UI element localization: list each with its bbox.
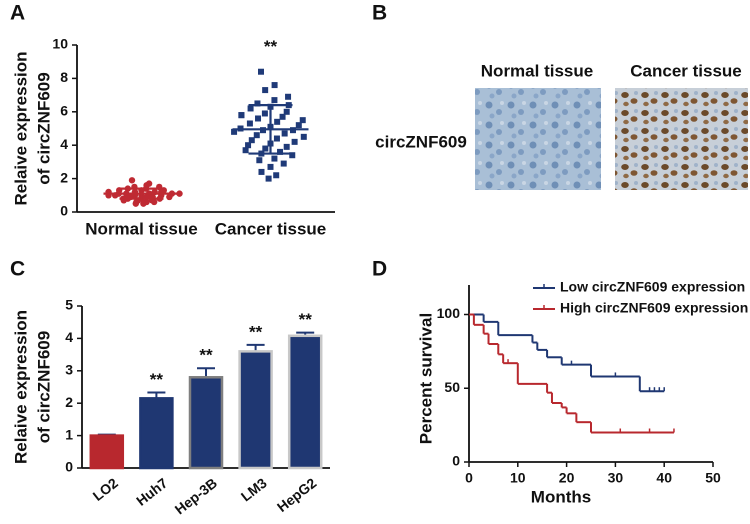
y-axis-label: Relaive expression — [11, 310, 30, 464]
data-point — [254, 100, 261, 107]
normal-tissue-image — [475, 88, 601, 190]
data-point — [258, 68, 264, 75]
data-point — [271, 82, 278, 89]
panel-letter: B — [372, 2, 387, 25]
y-tick-label: 0 — [60, 203, 68, 219]
data-point — [285, 93, 292, 100]
x-tick-label: HepG2 — [274, 475, 320, 516]
data-point — [262, 145, 269, 152]
data-point — [300, 133, 307, 140]
data-point — [255, 115, 262, 122]
data-point — [267, 163, 274, 170]
legend-label: Low circZNF609 expression — [560, 279, 745, 295]
annotation: ** — [299, 310, 313, 329]
data-point — [295, 122, 302, 129]
x-tick-label: 40 — [656, 470, 672, 486]
y-tick-label: 2 — [60, 169, 68, 185]
x-tick-label: 30 — [608, 470, 624, 486]
x-tick-label: Huh7 — [133, 475, 171, 509]
data-point — [291, 138, 298, 145]
data-point — [273, 135, 280, 142]
x-tick-label: 0 — [465, 470, 473, 486]
data-point — [273, 172, 280, 179]
legend-label: High circZNF609 expression — [560, 300, 748, 316]
data-point — [262, 87, 269, 94]
panel-b: B Normal tissue Cancer tissue circZNF609 — [372, 2, 748, 190]
y-tick-label: 3 — [65, 362, 73, 378]
data-point — [283, 143, 290, 150]
data-point — [247, 105, 254, 112]
data-point — [128, 177, 136, 184]
data-point — [150, 198, 158, 206]
panel-letter: C — [10, 258, 25, 281]
annotation: ** — [264, 37, 278, 56]
panel-letter: D — [372, 258, 387, 281]
y-tick-label: 4 — [65, 329, 73, 345]
y-tick-label: 1 — [65, 426, 73, 442]
x-tick-label: Hep-3B — [172, 475, 220, 518]
data-point — [261, 110, 268, 117]
data-point — [271, 155, 278, 162]
bar — [139, 397, 174, 470]
y-tick-label: 10 — [52, 36, 68, 52]
y-tick-label: 100 — [437, 305, 461, 321]
data-point — [277, 148, 284, 155]
data-point — [271, 97, 278, 104]
data-point — [279, 113, 286, 120]
data-point — [265, 175, 272, 182]
data-point — [140, 200, 147, 207]
y-axis-label: of circZNF609 — [34, 331, 53, 443]
data-point — [299, 117, 306, 124]
bar — [89, 434, 125, 470]
bar — [238, 350, 273, 470]
data-point — [248, 137, 255, 144]
data-point — [274, 118, 281, 125]
column-label: Normal tissue — [481, 61, 593, 80]
data-point — [283, 108, 290, 115]
data-point — [231, 128, 238, 135]
data-point — [280, 160, 287, 167]
data-point — [258, 168, 265, 175]
data-point — [253, 132, 260, 139]
cancer-tissue-image — [615, 88, 748, 190]
data-point — [281, 130, 288, 137]
x-tick-label: 10 — [510, 470, 526, 486]
x-axis-label: Months — [531, 487, 591, 506]
data-point — [245, 142, 252, 149]
panel-letter: A — [10, 2, 25, 25]
data-point — [246, 120, 253, 127]
data-point — [166, 193, 173, 201]
x-tick-label: 50 — [705, 470, 721, 486]
y-tick-label: 2 — [65, 394, 73, 410]
bar — [188, 376, 224, 470]
annotation: ** — [150, 370, 164, 389]
y-axis-label: Relaive expression — [11, 51, 30, 205]
row-label: circZNF609 — [375, 132, 467, 151]
y-tick-label: 6 — [60, 103, 68, 119]
y-tick-label: 50 — [444, 379, 460, 395]
y-tick-label: 4 — [60, 136, 68, 152]
y-tick-label: 0 — [452, 453, 460, 469]
annotation: ** — [199, 346, 213, 365]
x-tick-label: LM3 — [238, 475, 270, 505]
y-tick-label: 0 — [65, 459, 73, 475]
column-label: Cancer tissue — [630, 61, 742, 80]
y-axis-label: Percent survival — [416, 313, 435, 444]
data-point — [289, 152, 296, 159]
data-point — [145, 180, 153, 187]
bar — [287, 334, 323, 470]
annotation: ** — [249, 322, 263, 341]
x-tick-label: 20 — [559, 470, 575, 486]
data-point — [238, 112, 245, 119]
data-point — [242, 147, 249, 154]
x-tick-label: Normal tissue — [85, 219, 197, 238]
y-tick-label: 8 — [60, 69, 68, 85]
x-tick-label: LO2 — [90, 475, 121, 505]
y-tick-label: 5 — [65, 297, 73, 313]
data-point — [132, 200, 139, 207]
y-axis-label: of circZNF609 — [34, 72, 53, 184]
data-point — [256, 157, 263, 164]
x-tick-label: Cancer tissue — [215, 219, 327, 238]
